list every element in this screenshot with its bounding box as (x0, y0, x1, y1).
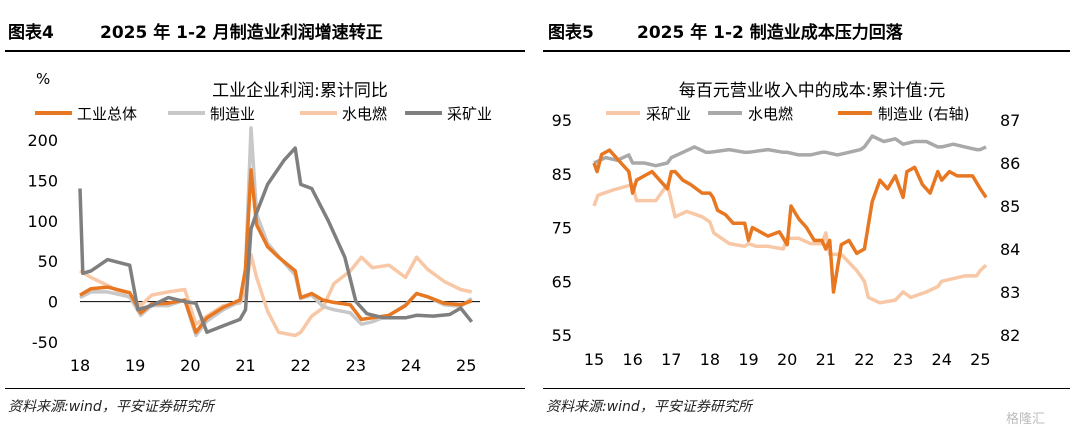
chart2-series-line (593, 134, 987, 168)
chart1-xtick-label: 20 (180, 356, 200, 375)
chart1-legend-label: 工业总体 (77, 105, 137, 123)
chart1-ytick-label: -50 (32, 333, 58, 352)
chart1-xtick-label: 21 (235, 356, 255, 375)
figure-title-4: 2025 年 1-2 月制造业利润增速转正 (100, 23, 383, 43)
chart1-title: 工业企业利润:累计同比 (212, 81, 388, 101)
chart2-xtick-label: 21 (816, 350, 836, 369)
chart2-xtick-label: 23 (893, 350, 913, 369)
figure-title-5: 2025 年 1-2 制造业成本压力回落 (637, 23, 903, 43)
chart1-ytick-label: 150 (27, 171, 58, 190)
chart2-y2tick-label: 83 (1000, 283, 1020, 302)
chart2-xtick-label: 17 (661, 350, 681, 369)
chart2-y2tick-label: 85 (1000, 197, 1020, 216)
chart2-xtick-label: 22 (854, 350, 874, 369)
footer-rule-left (5, 388, 525, 389)
chart2-xtick-label: 19 (738, 350, 758, 369)
chart1-legend-label: 制造业 (210, 105, 255, 123)
chart2-xtick-label: 25 (970, 350, 990, 369)
chart2-ytick-label: 95 (552, 111, 572, 130)
chart1-series-line (79, 252, 473, 338)
chart1-ylabel: % (36, 70, 50, 88)
chart2-xtick-label: 16 (622, 350, 642, 369)
chart1-xtick-label: 25 (456, 356, 476, 375)
chart1-xtick-label: 22 (291, 356, 311, 375)
chart2-legend-label: 采矿业 (646, 105, 691, 123)
chart2-xtick-label: 24 (932, 350, 952, 369)
chart1-xtick-label: 18 (70, 356, 90, 375)
chart2-ytick-label: 65 (552, 272, 572, 291)
chart2-title: 每百元营业收入中的成本:累计值:元 (679, 81, 945, 101)
figure-label-4: 图表4 (8, 23, 54, 43)
chart1-ytick-label: 50 (38, 252, 58, 271)
chart2-legend-label: 制造业 (右轴) (878, 105, 969, 123)
chart1-xtick-label: 24 (401, 356, 421, 375)
chart2-y2tick-label: 84 (1000, 240, 1020, 259)
chart1-xtick-label: 19 (125, 356, 145, 375)
chart2-xtick-label: 15 (584, 350, 604, 369)
source-note-right: 资料来源:wind，平安证券研究所 (546, 399, 752, 415)
chart2-xtick-label: 18 (700, 350, 720, 369)
chart2-xtick-label: 20 (777, 350, 797, 369)
footer-rule-right (543, 388, 1070, 389)
figure-label-5: 图表5 (548, 23, 594, 43)
header-rule-left (5, 50, 525, 52)
chart2-ytick-label: 85 (552, 165, 572, 184)
chart2-y2tick-label: 86 (1000, 154, 1020, 173)
chart2-series-line (592, 148, 988, 294)
chart2-ytick-label: 55 (552, 326, 572, 345)
chart2-legend-label: 水电燃 (748, 105, 793, 123)
chart1-legend-label: 采矿业 (447, 105, 492, 123)
watermark-logo: 格隆汇 (1006, 412, 1046, 427)
chart1-ytick-label: 0 (48, 293, 58, 312)
chart1-ytick-label: 200 (27, 131, 58, 150)
chart2-y2tick-label: 87 (1000, 111, 1020, 130)
header-rule-right (543, 50, 1070, 52)
chart1-xtick-label: 23 (346, 356, 366, 375)
chart2-series-line (592, 182, 988, 305)
chart2-y2tick-label: 82 (1000, 326, 1020, 345)
chart1-legend-label: 水电燃 (342, 105, 387, 123)
chart2-ytick-label: 75 (552, 219, 572, 238)
chart1-ytick-label: 100 (27, 212, 58, 231)
chart1-series-line (78, 146, 474, 335)
source-note-left: 资料来源:wind，平安证券研究所 (8, 399, 214, 415)
